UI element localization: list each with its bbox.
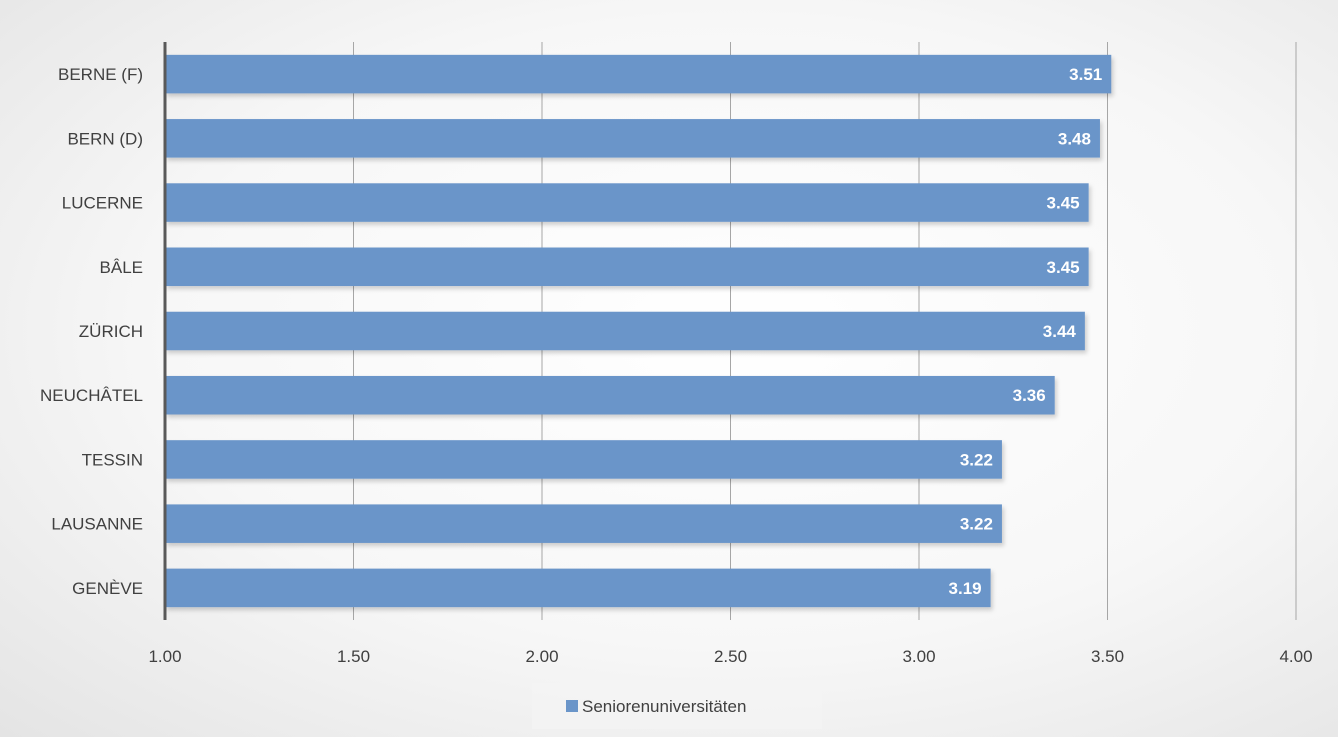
data-label: 3.51 bbox=[1069, 65, 1102, 84]
x-tick-label: 1.50 bbox=[337, 647, 370, 666]
x-tick-label: 1.00 bbox=[148, 647, 181, 666]
data-label: 3.44 bbox=[1043, 322, 1077, 341]
data-label: 3.45 bbox=[1047, 258, 1080, 277]
category-label: NEUCHÂTEL bbox=[40, 386, 143, 405]
bars bbox=[165, 54, 1112, 608]
data-label: 3.36 bbox=[1013, 386, 1046, 405]
legend: Seniorenuniversitäten bbox=[532, 683, 822, 729]
bar bbox=[165, 54, 1112, 94]
bar bbox=[165, 183, 1089, 222]
x-tick-label: 4.00 bbox=[1279, 647, 1312, 666]
x-tick-label: 2.00 bbox=[525, 647, 558, 666]
legend-swatch bbox=[566, 700, 578, 712]
x-tick-label: 2.50 bbox=[714, 647, 747, 666]
data-label: 3.45 bbox=[1047, 194, 1080, 213]
data-label: 3.19 bbox=[949, 579, 982, 598]
category-label: LUCERNE bbox=[62, 194, 143, 213]
category-label: BÂLE bbox=[100, 258, 143, 277]
category-label: GENÈVE bbox=[72, 579, 143, 598]
category-label: BERNE (F) bbox=[58, 65, 143, 84]
labels: 1.00 1.50 2.00 2.50 3.00 3.50 4.00 3.51 BERNE (F… bbox=[40, 65, 1313, 666]
bar bbox=[165, 311, 1085, 351]
category-label: TESSIN bbox=[82, 450, 143, 469]
bar bbox=[165, 504, 1002, 543]
x-tick-label: 3.50 bbox=[1091, 647, 1124, 666]
category-label: BERN (D) bbox=[67, 129, 143, 148]
category-label: LAUSANNE bbox=[51, 515, 143, 534]
category-label: ZÜRICH bbox=[79, 322, 143, 341]
bar bbox=[165, 119, 1100, 158]
data-label: 3.22 bbox=[960, 515, 993, 534]
bar bbox=[165, 440, 1002, 479]
bar bbox=[165, 247, 1089, 287]
data-label: 3.22 bbox=[960, 450, 993, 469]
x-tick-label: 3.00 bbox=[902, 647, 935, 666]
legend-box bbox=[532, 683, 822, 729]
bar bbox=[165, 568, 991, 608]
bar bbox=[165, 375, 1055, 415]
data-label: 3.48 bbox=[1058, 129, 1091, 148]
legend-label: Seniorenuniversitäten bbox=[582, 697, 746, 716]
